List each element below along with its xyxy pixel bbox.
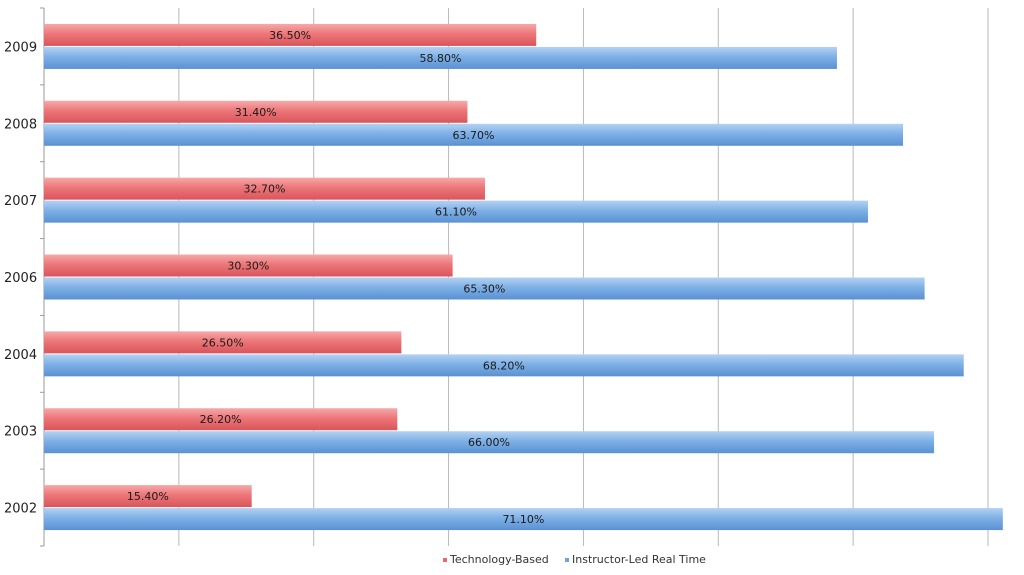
gridlines <box>40 7 989 547</box>
category-label: 2006 <box>4 271 37 286</box>
legend-swatch-technology-based <box>443 558 447 562</box>
data-label: 65.30% <box>463 283 505 296</box>
instructor-led-bar <box>44 46 837 69</box>
data-label: 63.70% <box>453 129 495 142</box>
bars <box>44 23 1003 531</box>
legend: Technology-Based Instructor-Led Real Time <box>443 553 706 566</box>
technology-based-bar <box>44 177 485 200</box>
data-label: 61.10% <box>435 206 477 219</box>
data-label: 26.50% <box>202 336 244 349</box>
data-label: 71.10% <box>502 513 544 526</box>
data-label: 58.80% <box>420 52 462 65</box>
technology-based-bar <box>44 408 398 431</box>
instructor-led-bar <box>44 508 1003 531</box>
category-label: 2004 <box>4 348 37 363</box>
data-label: 30.30% <box>227 260 269 273</box>
category-label: 2009 <box>4 40 37 55</box>
legend-label-technology-based: Technology-Based <box>449 553 549 566</box>
technology-based-bar <box>44 254 453 277</box>
category-label: 2008 <box>4 117 37 132</box>
labels: 2009 36.50% 58.80% 2008 31.40% 63.70% 2007 32.7… <box>4 29 544 526</box>
category-label: 2002 <box>4 502 37 517</box>
legend-label-instructor-led: Instructor-Led Real Time <box>572 553 706 566</box>
data-label: 32.70% <box>244 183 286 196</box>
technology-based-bar <box>44 485 252 508</box>
legend-swatch-instructor-led <box>565 558 569 562</box>
category-label: 2003 <box>4 425 37 440</box>
instructor-led-bar <box>44 200 868 223</box>
data-label: 66.00% <box>468 436 510 449</box>
data-label: 31.40% <box>235 106 277 119</box>
technology-based-bar <box>44 331 402 354</box>
data-label: 15.40% <box>127 490 169 503</box>
instructor-led-bar <box>44 431 935 454</box>
category-label: 2007 <box>4 194 37 209</box>
instructor-led-bar <box>44 123 904 146</box>
technology-based-bar <box>44 23 537 46</box>
instructor-led-bar <box>44 277 925 300</box>
data-label: 68.20% <box>483 359 525 372</box>
instructor-led-bar <box>44 354 964 377</box>
technology-based-bar <box>44 100 468 123</box>
data-label: 26.20% <box>200 413 242 426</box>
data-label: 36.50% <box>269 29 311 42</box>
